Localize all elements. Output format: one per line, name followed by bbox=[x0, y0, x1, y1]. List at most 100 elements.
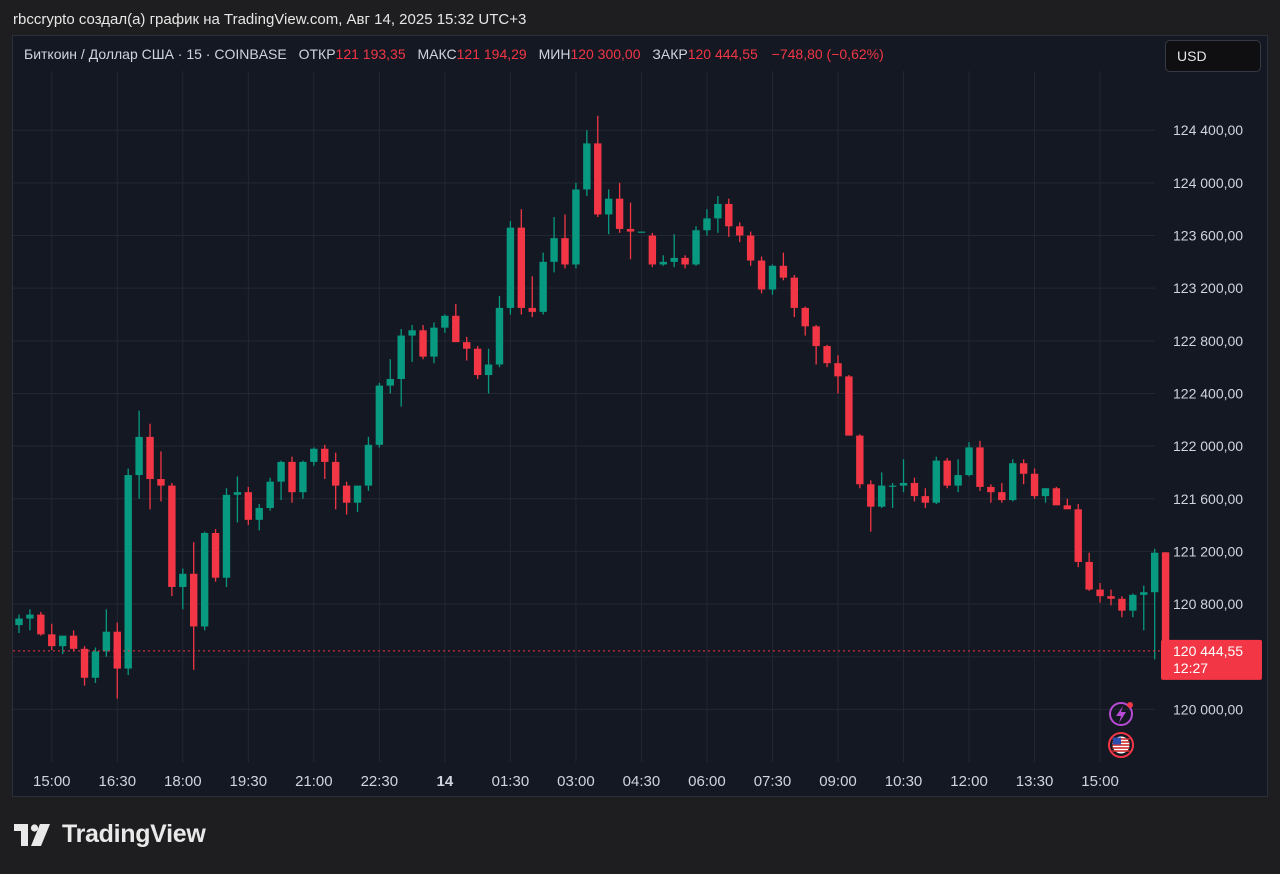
candle[interactable] bbox=[430, 322, 438, 364]
candle[interactable] bbox=[659, 255, 667, 266]
candle[interactable] bbox=[648, 232, 657, 268]
candle[interactable] bbox=[69, 630, 78, 652]
candle[interactable] bbox=[976, 440, 984, 491]
candle[interactable] bbox=[1118, 596, 1126, 618]
candle[interactable] bbox=[288, 456, 296, 503]
candle[interactable] bbox=[736, 222, 744, 243]
candle[interactable] bbox=[463, 336, 471, 361]
symbol-title[interactable]: Биткоин / Доллар США · 15 · COINBASE bbox=[24, 46, 287, 62]
candle[interactable] bbox=[790, 275, 799, 318]
candle[interactable] bbox=[703, 209, 711, 236]
candle[interactable] bbox=[539, 252, 547, 315]
candle[interactable] bbox=[452, 303, 460, 343]
chart-panel[interactable] bbox=[12, 35, 1268, 797]
candle[interactable] bbox=[757, 256, 766, 294]
candle[interactable] bbox=[954, 459, 962, 493]
candle[interactable] bbox=[1074, 504, 1082, 568]
candle[interactable] bbox=[746, 231, 755, 266]
candle[interactable] bbox=[179, 568, 187, 610]
candle[interactable] bbox=[943, 457, 951, 489]
candle[interactable] bbox=[386, 359, 394, 394]
candle[interactable] bbox=[473, 346, 482, 379]
candle[interactable] bbox=[932, 456, 940, 505]
candle[interactable] bbox=[37, 611, 45, 636]
candle[interactable] bbox=[1030, 468, 1039, 499]
candle[interactable] bbox=[48, 623, 56, 651]
us-flag-icon[interactable] bbox=[1108, 732, 1134, 758]
candle[interactable] bbox=[58, 635, 67, 655]
candle[interactable] bbox=[91, 647, 100, 684]
candle[interactable] bbox=[168, 482, 176, 597]
candle[interactable] bbox=[1041, 488, 1050, 503]
candle[interactable] bbox=[594, 115, 602, 218]
candle[interactable] bbox=[364, 436, 373, 491]
candle[interactable] bbox=[200, 531, 209, 631]
candle[interactable] bbox=[637, 231, 646, 233]
candle[interactable] bbox=[26, 609, 34, 631]
candle[interactable] bbox=[899, 459, 908, 493]
candle[interactable] bbox=[768, 264, 777, 295]
candle[interactable] bbox=[244, 486, 253, 526]
candle[interactable] bbox=[495, 296, 504, 368]
candle[interactable] bbox=[550, 217, 558, 273]
candle[interactable] bbox=[692, 226, 700, 266]
candle[interactable] bbox=[888, 482, 897, 508]
candle[interactable] bbox=[102, 609, 111, 657]
candle[interactable] bbox=[222, 488, 231, 587]
candle[interactable] bbox=[779, 252, 788, 281]
candle[interactable] bbox=[583, 130, 591, 197]
candle[interactable] bbox=[626, 202, 635, 260]
candle[interactable] bbox=[1019, 459, 1028, 485]
candle[interactable] bbox=[1096, 582, 1104, 603]
candle[interactable] bbox=[506, 221, 515, 315]
candle[interactable] bbox=[80, 646, 89, 686]
candle[interactable] bbox=[1107, 589, 1115, 606]
candle[interactable] bbox=[823, 344, 831, 368]
candle[interactable] bbox=[484, 348, 493, 394]
candle[interactable] bbox=[1085, 552, 1093, 591]
candle[interactable] bbox=[146, 423, 154, 510]
candle[interactable] bbox=[801, 306, 809, 336]
candle[interactable] bbox=[342, 481, 351, 515]
candle[interactable] bbox=[441, 314, 449, 333]
candle[interactable] bbox=[397, 328, 405, 407]
candle[interactable] bbox=[113, 622, 121, 699]
candle[interactable] bbox=[277, 460, 285, 501]
candle[interactable] bbox=[255, 504, 263, 531]
candle[interactable] bbox=[1140, 585, 1148, 631]
candle[interactable] bbox=[572, 182, 580, 269]
candle[interactable] bbox=[1129, 593, 1137, 618]
candle[interactable] bbox=[998, 482, 1006, 503]
candle[interactable] bbox=[987, 484, 995, 503]
candle[interactable] bbox=[834, 355, 842, 394]
candle[interactable] bbox=[124, 468, 132, 676]
candle[interactable] bbox=[353, 485, 362, 512]
candle[interactable] bbox=[877, 472, 886, 508]
candle[interactable] bbox=[266, 477, 274, 511]
candle[interactable] bbox=[135, 410, 143, 499]
candle[interactable] bbox=[331, 452, 340, 510]
candle[interactable] bbox=[1052, 486, 1061, 506]
candle[interactable] bbox=[408, 325, 416, 362]
candle[interactable] bbox=[528, 276, 536, 318]
candle[interactable] bbox=[1009, 459, 1017, 502]
candle[interactable] bbox=[299, 460, 307, 499]
lightning-icon[interactable] bbox=[1109, 702, 1133, 726]
candle[interactable] bbox=[604, 189, 613, 235]
candle[interactable] bbox=[310, 447, 318, 466]
candle[interactable] bbox=[561, 214, 569, 269]
candle[interactable] bbox=[190, 542, 198, 670]
candle[interactable] bbox=[670, 234, 678, 268]
candle[interactable] bbox=[714, 196, 722, 233]
currency-button[interactable]: USD bbox=[1165, 40, 1261, 72]
candle[interactable] bbox=[157, 451, 165, 502]
candle[interactable] bbox=[517, 209, 526, 315]
candle[interactable] bbox=[921, 488, 930, 508]
candle[interactable] bbox=[233, 476, 242, 523]
candle[interactable] bbox=[910, 477, 919, 502]
candle[interactable] bbox=[419, 325, 427, 360]
candle[interactable] bbox=[856, 434, 864, 489]
candle[interactable] bbox=[681, 255, 689, 269]
candle[interactable] bbox=[965, 442, 973, 477]
